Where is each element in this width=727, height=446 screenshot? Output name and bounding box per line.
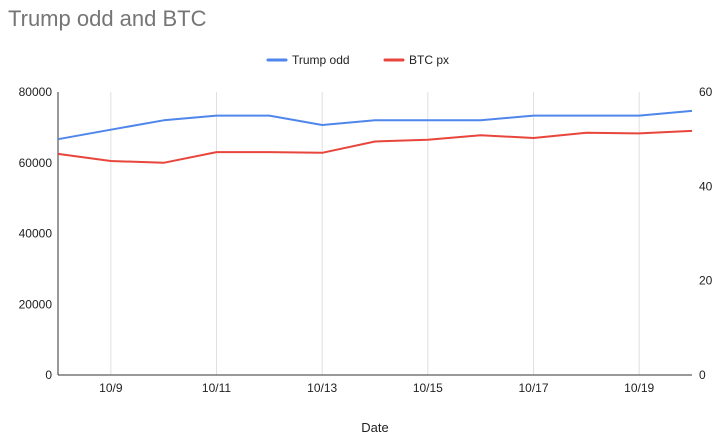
y2-tick-label: 60 [699, 85, 713, 99]
x-tick-label: 10/9 [99, 381, 123, 395]
y2-tick-label: 20 [699, 274, 713, 288]
series-line-trump-odd [57, 109, 693, 141]
y-tick-label: 80000 [19, 85, 53, 99]
y-tick-label: 60000 [19, 156, 53, 170]
legend-label: BTC px [409, 53, 449, 67]
x-tick-label: 10/15 [413, 381, 443, 395]
legend-label: Trump odd [292, 53, 350, 67]
y-tick-label: 40000 [19, 227, 53, 241]
series-line-btc-px [57, 129, 693, 164]
y2-tick-label: 40 [699, 179, 713, 193]
y2-tick-label: 0 [699, 368, 706, 382]
y-tick-label: 20000 [19, 297, 53, 311]
y-tick-label: 0 [45, 368, 52, 382]
chart-title: Trump odd and BTC [8, 6, 207, 31]
x-tick-label: 10/19 [624, 381, 654, 395]
x-tick-label: 10/17 [518, 381, 548, 395]
x-axis-title: Date [361, 420, 388, 435]
x-tick-label: 10/13 [307, 381, 337, 395]
x-tick-label: 10/11 [202, 381, 231, 395]
